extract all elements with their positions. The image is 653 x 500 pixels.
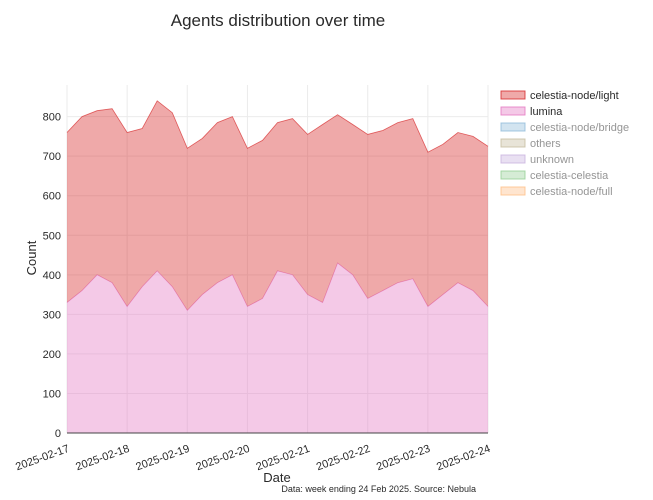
legend-label: lumina: [530, 106, 563, 118]
legend-swatch: [500, 106, 526, 116]
y-axis-label: Count: [24, 240, 39, 275]
y-tick-label: 400: [43, 270, 61, 282]
legend-swatch: [500, 170, 526, 180]
x-tick-label: 2025-02-18: [74, 443, 131, 474]
areas: [66, 100, 489, 433]
x-tick-label: 2025-02-20: [194, 443, 251, 474]
legend-label: celestia-node/full: [530, 186, 613, 198]
y-tick-labels: 0 100 200 300 400 500 600 700 800: [43, 112, 61, 440]
y-tick-label: 100: [43, 388, 61, 400]
legend-item[interactable]: lumina: [500, 106, 563, 118]
grid: [66, 85, 489, 434]
x-axis-label: Date: [263, 470, 290, 485]
legend-item[interactable]: others: [500, 138, 561, 150]
x-tick-label: 2025-02-24: [435, 443, 492, 474]
legend-label: celestia-celestia: [530, 170, 609, 182]
x-tick-label: 2025-02-19: [134, 443, 191, 474]
area-celestia-node-light: [67, 100, 488, 311]
line-lumina: [66, 262, 489, 312]
x-tick-label: 2025-02-23: [375, 443, 432, 474]
y-tick-label: 0: [55, 428, 61, 440]
chart-title: Agents distribution over time: [171, 11, 386, 30]
legend-swatch: [500, 186, 526, 196]
y-tick-label: 300: [43, 309, 61, 321]
legend-label: unknown: [530, 154, 574, 166]
legend-item[interactable]: unknown: [500, 154, 574, 166]
area-lumina: [67, 263, 488, 433]
legend-label: celestia-node/light: [530, 90, 619, 102]
legend-swatch: [500, 90, 526, 100]
line-celestia-node-light: [66, 100, 489, 153]
chart-caption: Data: week ending 24 Feb 2025. Source: N…: [281, 484, 476, 494]
x-tick-labels: 2025-02-17 2025-02-18 2025-02-19 2025-02-20…: [14, 443, 492, 474]
legend-swatch: [500, 138, 526, 148]
legend-label: celestia-node/bridge: [530, 122, 629, 134]
x-tick-label: 2025-02-17: [14, 443, 71, 474]
legend-item[interactable]: celestia-node/bridge: [500, 122, 629, 134]
legend-swatch: [500, 154, 526, 164]
y-tick-label: 800: [43, 112, 61, 124]
legend-item[interactable]: celestia-celestia: [500, 170, 609, 182]
y-tick-label: 500: [43, 230, 61, 242]
legend-swatch: [500, 122, 526, 132]
y-tick-label: 200: [43, 349, 61, 361]
legend[interactable]: celestia-node/light lumina celestia-node/b…: [500, 90, 629, 198]
y-tick-label: 700: [43, 151, 61, 163]
y-tick-label: 600: [43, 191, 61, 203]
x-tick-label: 2025-02-22: [315, 443, 372, 474]
x-tick-label: 2025-02-21: [255, 443, 312, 474]
legend-item[interactable]: celestia-node/light: [500, 90, 619, 102]
legend-item[interactable]: celestia-node/full: [500, 186, 613, 198]
legend-label: others: [530, 138, 561, 150]
